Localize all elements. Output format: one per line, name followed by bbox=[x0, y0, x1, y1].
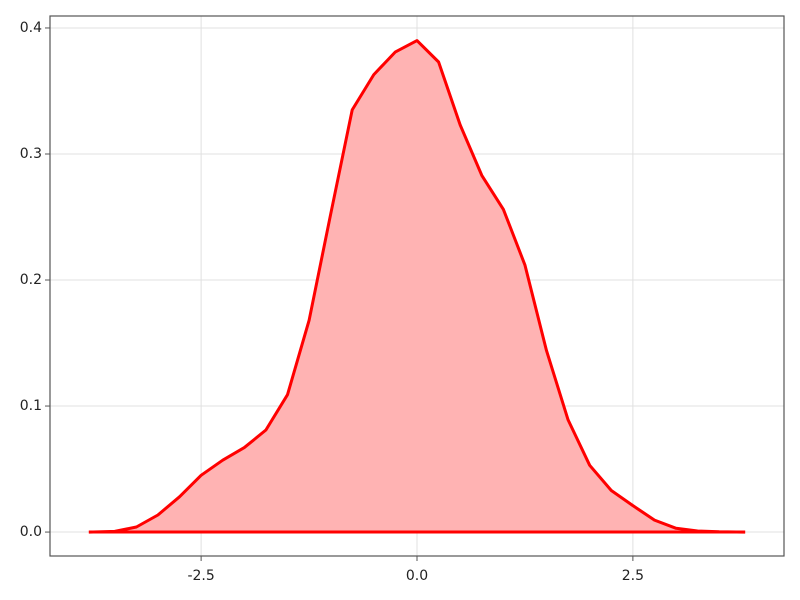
x-tick-label: 2.5 bbox=[622, 568, 644, 584]
x-tick-label: -2.5 bbox=[187, 568, 214, 584]
plot-frame bbox=[49, 15, 785, 557]
y-tick-label: 0.4 bbox=[20, 20, 42, 36]
y-tick-label: 0.3 bbox=[20, 146, 42, 162]
y-tick-label: 0.1 bbox=[20, 398, 42, 414]
area-fill bbox=[88, 40, 746, 533]
x-tick-label: 0.0 bbox=[406, 568, 428, 584]
y-tick-label: 0.2 bbox=[20, 272, 42, 288]
density-line bbox=[88, 39, 746, 534]
y-tick-label: 0.0 bbox=[20, 524, 42, 540]
